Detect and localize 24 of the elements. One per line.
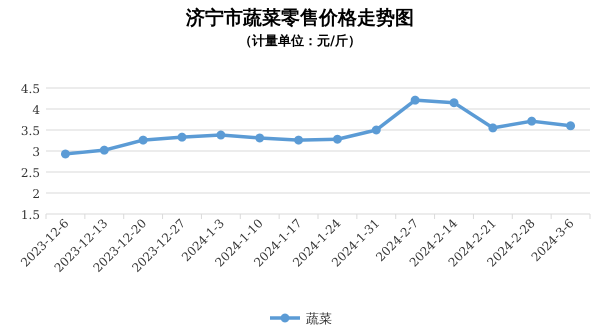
y-tick-label: 2: [32, 187, 40, 201]
chart-title: 济宁市蔬菜零售价格走势图: [185, 7, 414, 29]
point: [60, 149, 70, 158]
y-tick-label: 1.5: [20, 208, 40, 222]
point: [566, 121, 576, 130]
point: [255, 133, 264, 142]
y-tick-label: 3: [32, 145, 40, 159]
point: [138, 136, 148, 145]
point: [410, 96, 420, 105]
point: [178, 132, 186, 142]
legend-label: 蔬菜: [306, 312, 332, 327]
point: [527, 116, 536, 126]
point: [450, 98, 458, 108]
point: [294, 136, 304, 145]
point: [488, 123, 498, 132]
chart-subtitle: （计量单位：元/斤）: [239, 33, 361, 49]
y-tick-label: 3.5: [20, 124, 40, 138]
point: [332, 134, 342, 144]
point: [100, 146, 109, 155]
y-tick-label: 2.5: [20, 166, 40, 180]
y-tick-label: 4: [32, 103, 40, 117]
point: [372, 126, 381, 134]
y-tick-label: 4.5: [20, 82, 40, 96]
point: [216, 130, 226, 140]
